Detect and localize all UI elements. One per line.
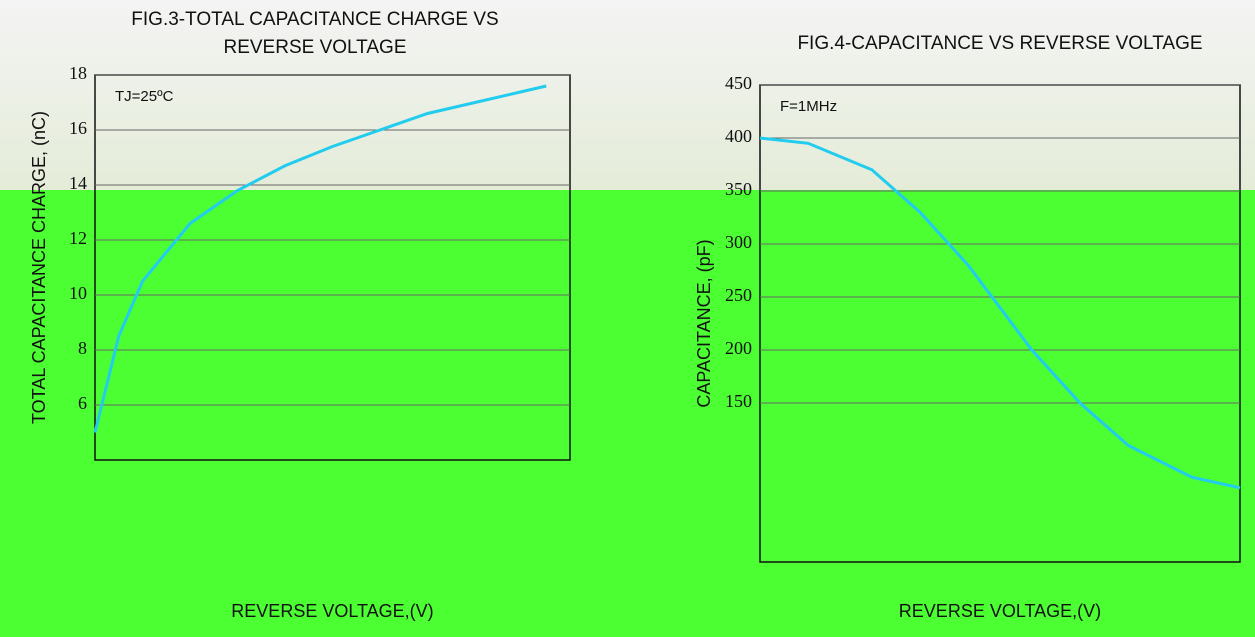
y-tick-label: 14 [69,173,87,193]
series-line [759,136,1241,490]
y-tick-label: 6 [78,393,87,413]
y-tick-label: 400 [725,126,752,146]
y-tick-label: 12 [69,228,87,248]
y-tick-label: 300 [725,232,752,252]
x-axis-label: REVERSE VOLTAGE,(V) [231,601,433,621]
y-axis-label: TOTAL CAPACITANCE CHARGE, (nC) [29,111,49,424]
plot-frame [759,84,1241,563]
y-tick-label: 450 [725,73,752,93]
chart-title: FIG.3-TOTAL CAPACITANCE CHARGE VS REVERS… [131,9,499,58]
y-tick-label: 8 [78,338,87,358]
y-tick-label: 350 [725,179,752,199]
x-axis-label: REVERSE VOLTAGE,(V) [899,601,1101,621]
annotation: F=1MHz [780,98,837,115]
y-tick-label: 10 [69,283,87,303]
y-tick-label: 18 [69,63,87,83]
y-axis-label: CAPACITANCE, (pF) [694,239,714,407]
y-tick-label: 200 [725,338,752,358]
annotation: TJ=25ºC [115,88,174,105]
y-tick-label: 250 [725,285,752,305]
series-line [93,84,547,433]
chart-title: FIG.4-CAPACITANCE VS REVERSE VOLTAGE [797,33,1203,54]
header-band [0,0,1255,190]
y-tick-label: 150 [725,391,752,411]
y-tick-label: 16 [69,118,87,138]
plot-frame [94,74,571,461]
